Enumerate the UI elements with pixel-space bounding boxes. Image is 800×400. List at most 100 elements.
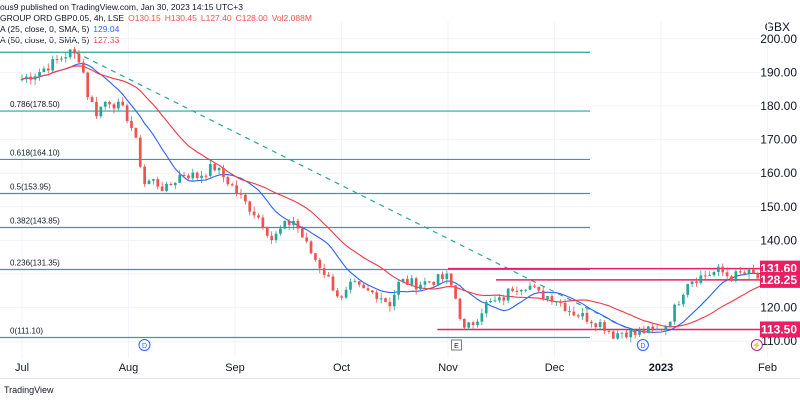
candle (581, 312, 584, 317)
footer: TradingView (0, 378, 800, 400)
symbol-name: GROUP ORD GBP0.05, 4h, LSE (0, 13, 125, 23)
candle (708, 275, 711, 277)
candle (257, 215, 260, 218)
event-marker-label: D (142, 343, 147, 350)
candle (752, 269, 755, 274)
dividend-marker (138, 339, 151, 351)
candle (436, 274, 440, 285)
candle (217, 168, 221, 171)
candle (568, 311, 571, 313)
candle (738, 271, 742, 273)
candle (90, 97, 94, 103)
candle (686, 284, 690, 295)
candle (502, 297, 506, 301)
candle (38, 72, 41, 77)
ma25-line (21, 62, 763, 333)
candle (371, 290, 374, 293)
candle (594, 323, 598, 327)
candle (616, 333, 619, 339)
candle (423, 281, 427, 285)
candle (633, 330, 637, 335)
candle (226, 177, 230, 185)
candle (208, 164, 212, 176)
candle (248, 201, 252, 212)
candle (406, 278, 409, 285)
candle (143, 166, 146, 185)
candle (541, 290, 545, 299)
symbol-line: GROUP ORD GBP0.05, 4h, LSE O130.15 H130.45… (0, 13, 316, 23)
candle (620, 332, 624, 334)
candle (362, 284, 365, 289)
close-value: C128.00 (235, 13, 268, 23)
candle (165, 183, 168, 191)
candle (357, 281, 361, 285)
price-chart[interactable]: 0.786(178.50) 0.618(164.10) 0.5(153.95) 0.3… (0, 0, 800, 378)
candle (29, 76, 33, 80)
fib-level-label: 0.382(143.85) (10, 216, 60, 225)
fib-level-label: 0.236(131.35) (10, 258, 60, 267)
earnings-marker (451, 339, 463, 351)
x-tick-label: Nov (438, 362, 458, 374)
y-tick-label: 120.00 (760, 301, 797, 315)
candle (33, 76, 37, 80)
candle (64, 57, 68, 59)
candle (388, 302, 392, 307)
candle (51, 59, 55, 71)
candle (673, 304, 676, 322)
candle (103, 101, 107, 107)
candle (344, 289, 348, 298)
price-level-label: 113.50 (761, 322, 797, 336)
y-tick-label: 200.00 (760, 32, 797, 46)
candle (134, 127, 138, 138)
candle (458, 298, 462, 319)
candle (668, 321, 672, 327)
candle (314, 253, 317, 260)
candle (611, 331, 615, 339)
low-value: L127.40 (200, 13, 232, 23)
volume-value: Vol2.088M (271, 13, 312, 23)
candle (642, 330, 646, 334)
x-tick-label: Jul (15, 362, 29, 374)
candle (213, 164, 217, 171)
candle (147, 180, 151, 185)
candle (296, 220, 300, 229)
candle (292, 220, 295, 225)
candle (130, 121, 133, 128)
candle (467, 322, 471, 328)
split-marker (750, 339, 763, 351)
candle (743, 272, 747, 275)
currency-label: GBX (764, 20, 790, 34)
event-marker-label: D (640, 343, 645, 350)
candle (690, 281, 694, 285)
candle (252, 211, 256, 216)
candle (152, 179, 155, 181)
candle (25, 76, 28, 80)
candle (537, 286, 541, 291)
candle (73, 49, 76, 54)
candle (379, 298, 383, 300)
candle (607, 330, 611, 332)
dividend-marker (636, 339, 649, 351)
y-tick-label: 190.00 (760, 65, 797, 79)
candle (191, 172, 195, 179)
candle (506, 288, 510, 301)
candle (195, 172, 199, 179)
candle (533, 285, 536, 287)
price-level-badge (760, 271, 800, 288)
candle (274, 233, 278, 241)
candle (397, 281, 401, 295)
candle (550, 296, 554, 302)
candle (546, 296, 549, 299)
published-line: ous9 published on TradingView.com, Jan 3… (0, 2, 243, 12)
candle (725, 272, 729, 277)
ma25-legend[interactable]: A (25, close, 0, SMA, 5) 129.04 (0, 24, 123, 34)
ma50-legend[interactable]: A (50, close, 0, SMA, 5) 127.33 (0, 35, 123, 45)
candle (353, 281, 357, 283)
candle (384, 298, 387, 303)
candle (471, 322, 475, 326)
candle (576, 315, 580, 317)
candle (81, 62, 85, 73)
y-tick-label: 110.00 (761, 334, 797, 348)
x-tick-label: Aug (119, 362, 139, 374)
